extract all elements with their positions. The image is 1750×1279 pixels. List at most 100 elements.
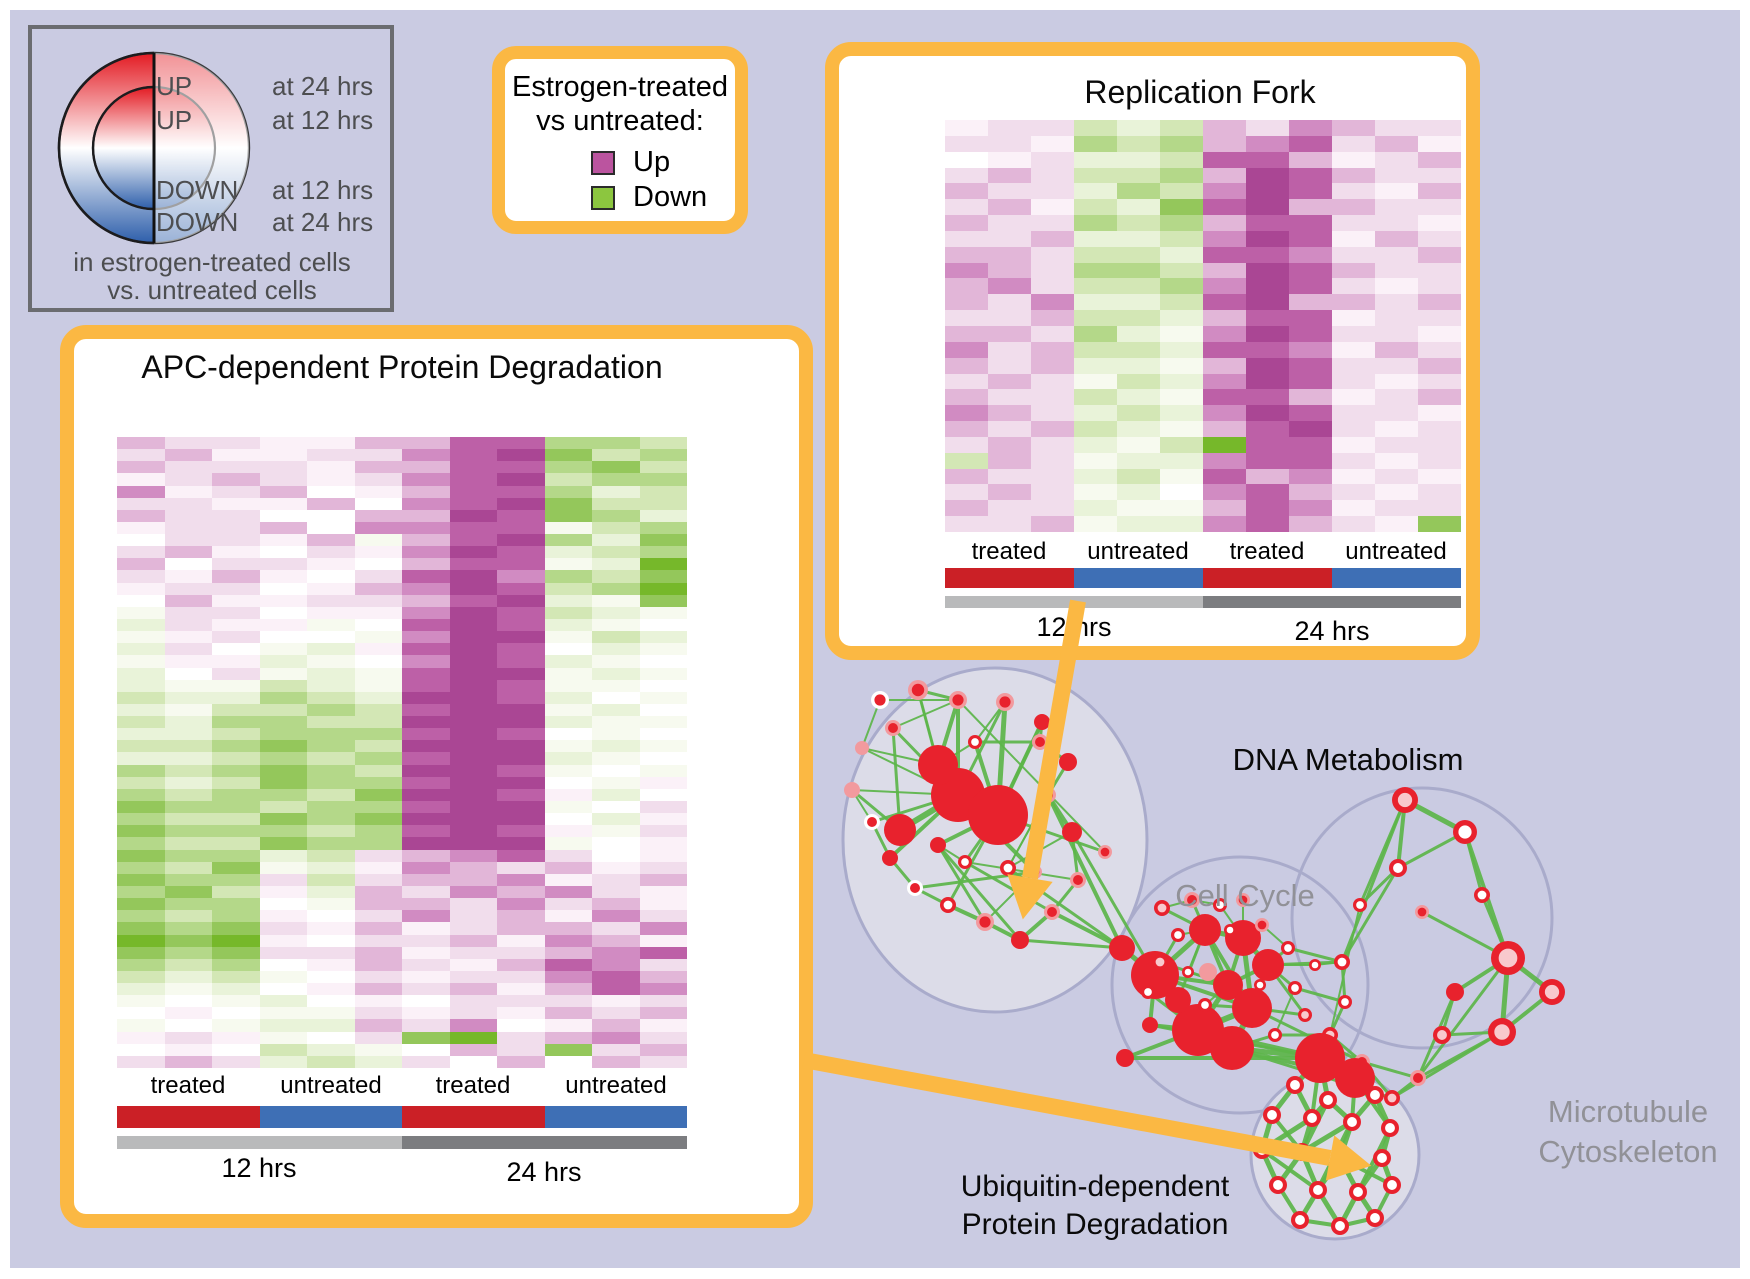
heatmap-cell bbox=[164, 1043, 212, 1056]
heatmap-cell bbox=[639, 1055, 687, 1068]
heatmap-cell bbox=[354, 873, 402, 886]
heatmap-cell bbox=[497, 922, 545, 935]
legend-row-time: at 12 hrs bbox=[272, 175, 374, 205]
heatmap-cell bbox=[1332, 310, 1375, 326]
heatmap-cell bbox=[259, 570, 307, 583]
heatmap-cell bbox=[259, 582, 307, 595]
heatmap-cell bbox=[592, 788, 640, 802]
heatmap-cell bbox=[1203, 468, 1246, 485]
heatmap-cell bbox=[307, 655, 355, 668]
heatmap-cell bbox=[945, 484, 988, 501]
apc-condition-bar bbox=[117, 1106, 687, 1128]
heatmap-cell bbox=[639, 885, 687, 899]
heatmap-cell bbox=[544, 1031, 592, 1044]
heatmap-cell bbox=[592, 497, 640, 510]
heatmap-cell bbox=[354, 679, 402, 692]
heatmap-cell bbox=[945, 500, 988, 517]
heatmap-cell bbox=[544, 570, 592, 583]
heatmap-cell bbox=[1332, 246, 1375, 263]
heatmap-cell bbox=[1117, 120, 1160, 136]
heatmap-cell bbox=[354, 437, 402, 450]
heatmap-cell bbox=[117, 437, 165, 450]
heatmap-cell bbox=[1203, 389, 1246, 406]
heatmap-cell bbox=[988, 294, 1031, 311]
rf-group-label: treated bbox=[1229, 538, 1305, 565]
heatmap-cell bbox=[212, 643, 260, 656]
heatmap-cell bbox=[1160, 436, 1203, 453]
heatmap-cell bbox=[1203, 183, 1246, 200]
heatmap-cell bbox=[544, 813, 592, 826]
heatmap-cell bbox=[449, 885, 497, 899]
heatmap-cell bbox=[212, 934, 260, 947]
heatmap-cell bbox=[402, 825, 450, 838]
heatmap-cell bbox=[1160, 215, 1203, 231]
heatmap-cell bbox=[164, 461, 212, 474]
heatmap-cell bbox=[117, 509, 165, 522]
heatmap-cell bbox=[1375, 135, 1418, 152]
heatmap-cell bbox=[164, 546, 212, 559]
heatmap-cell bbox=[1289, 436, 1332, 453]
heatmap-cell bbox=[592, 655, 640, 668]
heatmap-cell bbox=[544, 679, 592, 692]
heatmap-cell bbox=[354, 461, 402, 474]
heatmap-cell bbox=[354, 776, 402, 789]
replication-fork-panel: Replication Fork treated untreated treat… bbox=[825, 42, 1480, 660]
heatmap-cell bbox=[1289, 294, 1332, 311]
heatmap-cell bbox=[449, 922, 497, 935]
heatmap-cell bbox=[945, 230, 988, 247]
heatmap-cell bbox=[402, 910, 450, 923]
heatmap-cell bbox=[164, 776, 212, 789]
heatmap-cell bbox=[1117, 135, 1160, 152]
heatmap-cell bbox=[259, 1055, 307, 1068]
heatmap-cell bbox=[1375, 341, 1418, 358]
heatmap-cell bbox=[639, 473, 687, 486]
heatmap-cell bbox=[639, 983, 687, 996]
heatmap-cell bbox=[1289, 199, 1332, 216]
heatmap-cell bbox=[449, 970, 497, 984]
heatmap-cell bbox=[307, 643, 355, 656]
heatmap-cell bbox=[945, 183, 988, 200]
heatmap-cell bbox=[117, 679, 165, 692]
heatmap-cell bbox=[259, 837, 307, 850]
heatmap-cell bbox=[164, 582, 212, 595]
heatmap-cell bbox=[117, 983, 165, 996]
rf-12hrs-label: 12 hrs bbox=[1036, 612, 1112, 642]
heatmap-cell bbox=[988, 389, 1031, 406]
heatmap-cell bbox=[307, 885, 355, 899]
heatmap-cell bbox=[117, 873, 165, 886]
heatmap-cell bbox=[449, 910, 497, 923]
heatmap-cell bbox=[639, 825, 687, 838]
heatmap-cell bbox=[945, 151, 988, 168]
heatmap-cell bbox=[1074, 246, 1117, 263]
heatmap-cell bbox=[117, 1031, 165, 1044]
heatmap-cell bbox=[1246, 246, 1289, 263]
heatmap-cell bbox=[164, 934, 212, 947]
heatmap-cell bbox=[402, 849, 450, 862]
heatmap-cell bbox=[307, 716, 355, 729]
heatmap-cell bbox=[1117, 294, 1160, 311]
heatmap-cell bbox=[497, 776, 545, 789]
heatmap-cell bbox=[592, 885, 640, 899]
heatmap-cell bbox=[497, 752, 545, 765]
heatmap-cell bbox=[449, 837, 497, 850]
heatmap-cell bbox=[1289, 120, 1332, 136]
heatmap-cell bbox=[449, 1019, 497, 1032]
apc-24hrs-label: 24 hrs bbox=[506, 1157, 582, 1187]
heatmap-cell bbox=[117, 752, 165, 765]
heatmap-cell bbox=[1074, 468, 1117, 485]
heatmap-cell bbox=[259, 752, 307, 765]
heatmap-cell bbox=[639, 873, 687, 886]
heatmap-cell bbox=[117, 570, 165, 583]
heatmap-cell bbox=[1074, 326, 1117, 342]
heatmap-cell bbox=[592, 728, 640, 741]
heatmap-cell bbox=[449, 1031, 497, 1044]
heatmap-cell bbox=[1375, 230, 1418, 247]
heatmap-cell bbox=[592, 1007, 640, 1020]
heatmap-cell bbox=[497, 1019, 545, 1032]
down-label: Down bbox=[633, 181, 708, 213]
heatmap-cell bbox=[1246, 183, 1289, 200]
heatmap-cell bbox=[1031, 389, 1074, 406]
heatmap-cell bbox=[1375, 452, 1418, 469]
apc-panel-title: APC-dependent Protein Degradation bbox=[141, 349, 663, 385]
rf-group-label: untreated bbox=[1087, 538, 1189, 565]
